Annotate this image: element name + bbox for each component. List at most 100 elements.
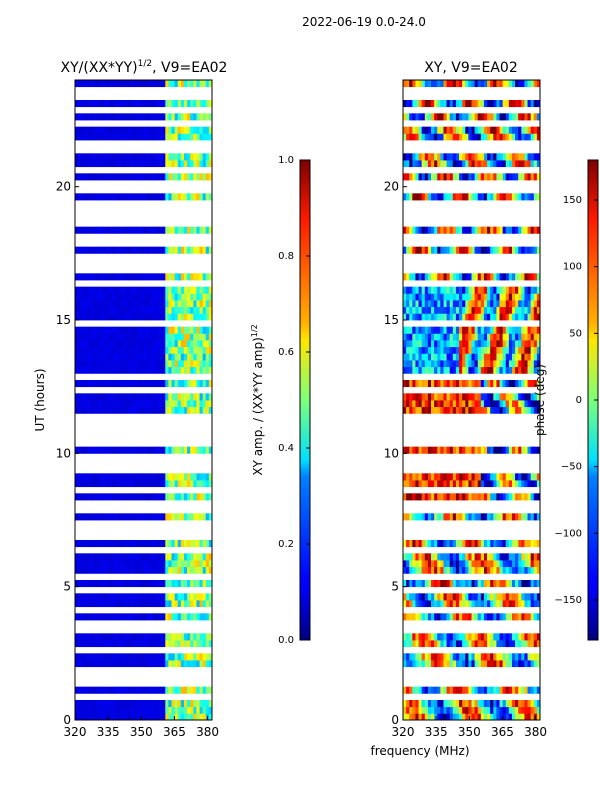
heatmap-cell	[106, 126, 110, 134]
heatmap-cell	[180, 560, 185, 568]
heatmap-cell	[499, 640, 504, 648]
heatmap-cell	[446, 226, 451, 234]
heatmap-cell	[75, 113, 79, 121]
heatmap-cell	[205, 340, 210, 348]
heatmap-cell	[490, 513, 494, 521]
heatmap-cell	[103, 113, 107, 121]
heatmap-cell	[115, 113, 119, 121]
heatmap-cell	[202, 173, 207, 181]
x-tick-label: 335	[425, 725, 448, 739]
heatmap-cell	[187, 393, 191, 401]
heatmap-cell	[96, 600, 101, 608]
heatmap-cell	[180, 273, 185, 281]
heatmap-cell	[124, 700, 129, 708]
heatmap-cell	[134, 273, 138, 281]
heatmap-cell	[124, 326, 129, 334]
heatmap-cell	[493, 640, 497, 648]
heatmap-cell	[496, 700, 500, 708]
heatmap-cell	[78, 640, 82, 648]
heatmap-cell	[103, 226, 107, 234]
heatmap-cell	[474, 286, 479, 294]
heatmap-cell	[443, 293, 447, 301]
heatmap-cell	[121, 640, 126, 648]
heatmap-cell	[93, 540, 98, 548]
heatmap-cell	[496, 406, 500, 414]
heatmap-cell	[124, 393, 129, 401]
heatmap-cell	[75, 640, 79, 648]
heatmap-cell	[155, 153, 160, 161]
heatmap-cell	[518, 113, 522, 121]
heatmap-cell	[99, 473, 104, 481]
heatmap-cell	[424, 226, 429, 234]
heatmap-cell	[168, 393, 172, 401]
heatmap-cell	[93, 326, 98, 334]
heatmap-cell	[409, 80, 413, 88]
heatmap-cell	[155, 366, 160, 374]
heatmap-cell	[143, 640, 148, 648]
heatmap-cell	[140, 193, 144, 201]
heatmap-cell	[493, 513, 497, 521]
heatmap-cell	[511, 706, 516, 714]
heatmap-cell	[149, 540, 154, 548]
heatmap-cell	[409, 553, 413, 561]
heatmap-cell	[455, 653, 460, 661]
heatmap-cell	[468, 193, 472, 201]
heatmap-cell	[415, 100, 419, 108]
heatmap-cell	[418, 226, 423, 234]
heatmap-cell	[406, 100, 410, 108]
heatmap-cell	[155, 480, 160, 488]
heatmap-cell	[409, 380, 413, 388]
heatmap-cell	[480, 153, 485, 161]
heatmap-cell	[521, 566, 525, 574]
heatmap-cell	[96, 400, 101, 408]
heatmap-cell	[499, 400, 504, 408]
heatmap-cell	[431, 333, 435, 341]
heatmap-cell	[502, 553, 507, 561]
heatmap-cell	[515, 326, 519, 334]
heatmap-cell	[90, 540, 95, 548]
heatmap-cell	[440, 346, 444, 354]
heatmap-cell	[424, 160, 429, 168]
heatmap-cell	[452, 246, 457, 254]
heatmap-cell	[465, 333, 469, 341]
heatmap-cell	[109, 246, 113, 254]
heatmap-cell	[477, 446, 482, 454]
heatmap-cell	[518, 446, 522, 454]
heatmap-cell	[477, 580, 482, 588]
heatmap-cell	[146, 300, 151, 308]
heatmap-cell	[505, 193, 510, 201]
heatmap-cell	[403, 400, 407, 408]
heatmap-cell	[499, 326, 504, 334]
heatmap-cell	[149, 286, 154, 294]
heatmap-cell	[493, 706, 497, 714]
heatmap-cell	[124, 380, 129, 388]
heatmap-cell	[155, 160, 160, 168]
heatmap-cell	[174, 580, 179, 588]
heatmap-cell	[75, 286, 79, 294]
heatmap-cell	[409, 360, 413, 368]
heatmap-cell	[183, 153, 188, 161]
heatmap-cell	[421, 493, 426, 501]
heatmap-cell	[530, 360, 535, 368]
heatmap-cell	[159, 173, 163, 181]
heatmap-cell	[143, 333, 148, 341]
heatmap-cell	[515, 126, 519, 134]
heatmap-cell	[505, 100, 510, 108]
heatmap-cell	[424, 446, 429, 454]
heatmap-cell	[146, 540, 151, 548]
heatmap-cell	[78, 100, 82, 108]
heatmap-cell	[199, 580, 204, 588]
heatmap-cell	[140, 226, 144, 234]
heatmap-cell	[480, 353, 485, 361]
heatmap-cell	[187, 313, 191, 321]
heatmap-cell	[115, 360, 119, 368]
heatmap-cell	[468, 600, 472, 608]
heatmap-cell	[162, 173, 166, 181]
heatmap-cell	[84, 326, 88, 334]
heatmap-cell	[174, 313, 179, 321]
heatmap-cell	[518, 640, 522, 648]
heatmap-cell	[177, 126, 182, 134]
heatmap-cell	[515, 593, 519, 601]
heatmap-cell	[90, 580, 95, 588]
heatmap-cell	[90, 326, 95, 334]
